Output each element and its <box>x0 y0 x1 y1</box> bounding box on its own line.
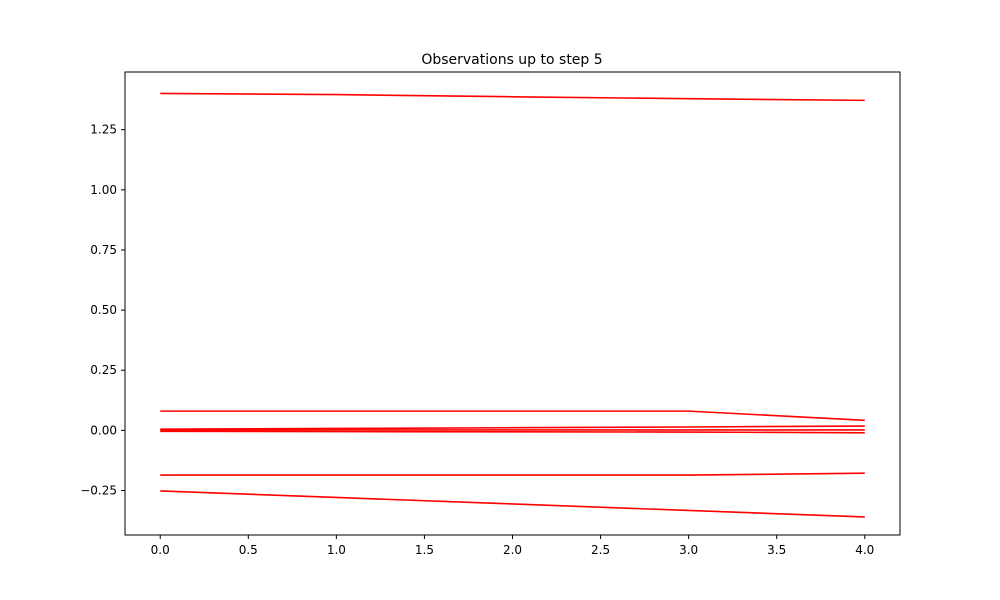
y-tick-label: 0.75 <box>90 243 117 257</box>
series-line-7 <box>160 490 865 518</box>
y-tick-label: 1.00 <box>90 183 117 197</box>
y-tick-label: 1.25 <box>90 123 117 137</box>
x-tick-label: 1.0 <box>327 543 346 557</box>
x-tick-label: 1.5 <box>415 543 434 557</box>
x-tick-label: 2.0 <box>503 543 522 557</box>
x-tick-label: 3.0 <box>679 543 698 557</box>
y-tick-label: 0.25 <box>90 363 117 377</box>
y-tick-label: 0.00 <box>90 423 117 437</box>
x-tick-label: 4.0 <box>855 543 874 557</box>
chart-title: Observations up to step 5 <box>421 52 602 68</box>
plot-frame <box>124 71 901 536</box>
series-line-5 <box>160 430 865 434</box>
x-tick-label: 0.0 <box>151 543 170 557</box>
x-tick-label: 2.5 <box>591 543 610 557</box>
y-tick-label: −0.25 <box>80 484 117 498</box>
x-tick-label: 0.5 <box>239 543 258 557</box>
y-tick-label: 0.50 <box>90 303 117 317</box>
series-line-2 <box>160 410 865 422</box>
series-line-6 <box>160 472 865 476</box>
series-line-1 <box>160 92 865 102</box>
x-tick-label: 3.5 <box>767 543 786 557</box>
series-layer <box>160 92 865 518</box>
axes-layer: 0.0 0.5 1.0 1.5 2.0 2.5 3.0 3.5 4.0 −0.25 0.00 0.25… <box>80 123 874 557</box>
series-line-3 <box>160 425 865 430</box>
